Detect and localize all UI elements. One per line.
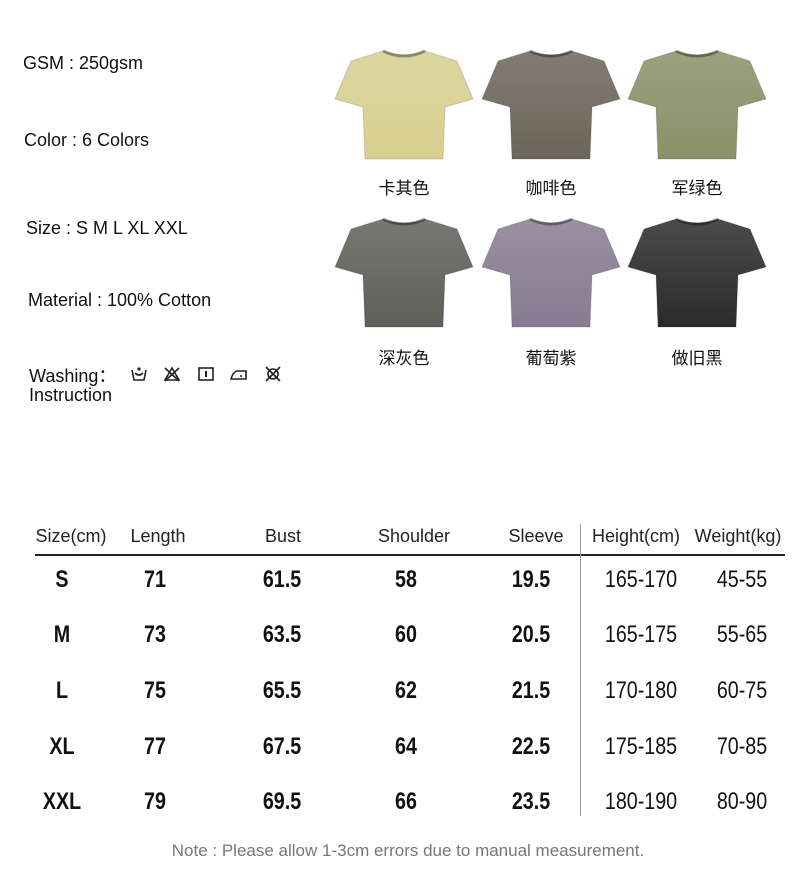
table-cell: 58 (395, 566, 417, 593)
table-cell: 63.5 (262, 621, 302, 648)
table-cell: XXL (42, 788, 82, 815)
table-cell: S (55, 566, 69, 593)
table-cell: 62 (395, 677, 417, 704)
column-header: Length (130, 526, 186, 546)
washing-label: Washing： (29, 366, 117, 386)
column-header: Height(cm) (591, 526, 681, 546)
tshirt-swatch[interactable] (626, 47, 768, 161)
table-cell: 23.5 (511, 788, 551, 815)
do-not-dry-clean-icon (265, 366, 281, 382)
table-cell: 19.5 (511, 566, 551, 593)
color-label: 卡其色 (378, 179, 430, 199)
table-cell: 65.5 (262, 677, 302, 704)
table-cell: 180-190 (604, 788, 678, 815)
instruction-label: Instruction (29, 385, 113, 405)
table-cell: 79 (144, 788, 166, 815)
column-header: Bust (264, 526, 302, 546)
table-cell: M (53, 621, 71, 648)
table-cell: 45-55 (716, 566, 768, 593)
tshirt-swatch[interactable] (333, 215, 475, 329)
material-spec: Material : 100% Cotton (28, 290, 212, 310)
column-header: Size(cm) (35, 526, 107, 546)
table-cell: 67.5 (262, 733, 302, 760)
tshirt-swatch[interactable] (480, 215, 622, 329)
column-header: Weight(kg) (694, 526, 782, 546)
size-spec: Size : S M L XL XXL (26, 218, 188, 238)
table-cell: 80-90 (716, 788, 768, 815)
tshirt-swatch[interactable] (333, 47, 475, 161)
tumble-dry-icon (198, 367, 214, 381)
color-label: 深灰色 (378, 349, 430, 369)
hand-wash-icon (131, 367, 147, 381)
color-label: 咖啡色 (525, 179, 577, 199)
tshirt-swatch[interactable] (626, 215, 768, 329)
table-cell: 170-180 (604, 677, 678, 704)
table-cell: 70-85 (716, 733, 768, 760)
table-cell: 61.5 (262, 566, 302, 593)
column-header: Sleeve (508, 526, 564, 546)
table-cell: 64 (395, 733, 417, 760)
table-cell: XL (49, 733, 75, 760)
header-divider (35, 554, 785, 556)
do-not-bleach-icon (163, 366, 181, 382)
table-cell: 22.5 (511, 733, 551, 760)
color-label: 葡萄紫 (525, 349, 577, 369)
table-cell: 73 (144, 621, 166, 648)
color-spec: Color : 6 Colors (24, 130, 150, 150)
color-label: 军绿色 (671, 179, 723, 199)
table-cell: 66 (395, 788, 417, 815)
table-cell: 60-75 (716, 677, 768, 704)
column-divider (580, 524, 581, 816)
table-cell: 165-170 (604, 566, 678, 593)
column-header: Shoulder (377, 526, 451, 546)
table-cell: 77 (144, 733, 166, 760)
table-cell: 21.5 (511, 677, 551, 704)
table-cell: 60 (395, 621, 417, 648)
table-cell: 55-65 (716, 621, 768, 648)
gsm-spec: GSM : 250gsm (23, 53, 144, 73)
table-cell: 20.5 (511, 621, 551, 648)
tshirt-swatch[interactable] (480, 47, 622, 161)
table-cell: L (55, 677, 69, 704)
table-cell: 71 (144, 566, 166, 593)
iron-icon (229, 370, 247, 380)
measurement-note: Note : Please allow 1-3cm errors due to … (171, 841, 645, 860)
table-cell: 175-185 (604, 733, 678, 760)
table-cell: 75 (144, 677, 166, 704)
table-cell: 69.5 (262, 788, 302, 815)
color-label: 做旧黑 (671, 349, 723, 369)
table-cell: 165-175 (604, 621, 678, 648)
